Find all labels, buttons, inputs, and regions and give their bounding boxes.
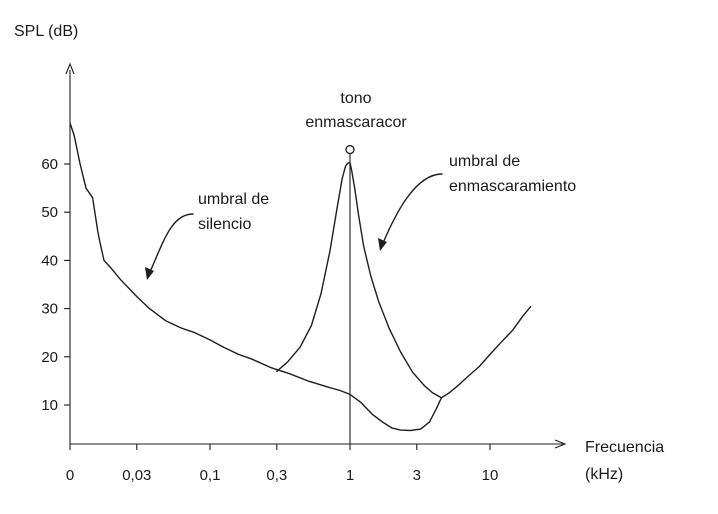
masking-tone-label-1: tono [340, 90, 371, 107]
x-axis-title: Frecuencia [585, 439, 664, 456]
x-ticks: 0 0,03 0,1 0,3 1 3 10 [66, 444, 499, 484]
x-tick-label: 0,3 [266, 467, 287, 484]
masking-tone-marker [345, 144, 355, 155]
annotation-masking-threshold-2: enmascaramiento [449, 178, 576, 195]
x-tick-label: 0 [66, 467, 74, 484]
y-tick-label: 50 [41, 204, 58, 221]
y-axis-title: SPL (dB) [14, 23, 78, 40]
y-tick-label: 40 [41, 252, 58, 269]
x-tick-label: 10 [482, 467, 499, 484]
annotation-quiet-threshold-1: umbral de [198, 191, 269, 208]
y-axis-arrow [65, 62, 75, 75]
annotation-quiet-threshold-arrowhead [145, 267, 154, 280]
y-tick-label: 30 [41, 301, 58, 318]
annotation-quiet-threshold-arrow [149, 213, 194, 273]
x-axis-arrow [554, 439, 567, 449]
x-tick-label: 0,1 [200, 467, 221, 484]
series-group [69, 122, 532, 432]
annotation-masking-threshold-arrow [382, 173, 443, 244]
x-axis-unit: (kHz) [585, 466, 623, 483]
y-tick-label: 60 [41, 156, 58, 173]
x-tick-label: 1 [346, 467, 354, 484]
masking-tone-label-2: enmascaracor [305, 114, 407, 131]
annotation-masking-threshold-1: umbral de [449, 153, 520, 170]
annotation-masking-threshold-arrowhead [378, 238, 387, 251]
x-tick-label: 0,03 [122, 467, 151, 484]
y-ticks: 10 20 30 40 50 60 [41, 156, 70, 414]
quiet-threshold-line [69, 122, 532, 432]
y-tick-label: 20 [41, 349, 58, 366]
x-tick-label: 3 [413, 467, 421, 484]
annotation-quiet-threshold-2: silencio [198, 216, 251, 233]
masking-threshold-line [276, 161, 443, 399]
y-tick-label: 10 [41, 397, 58, 414]
